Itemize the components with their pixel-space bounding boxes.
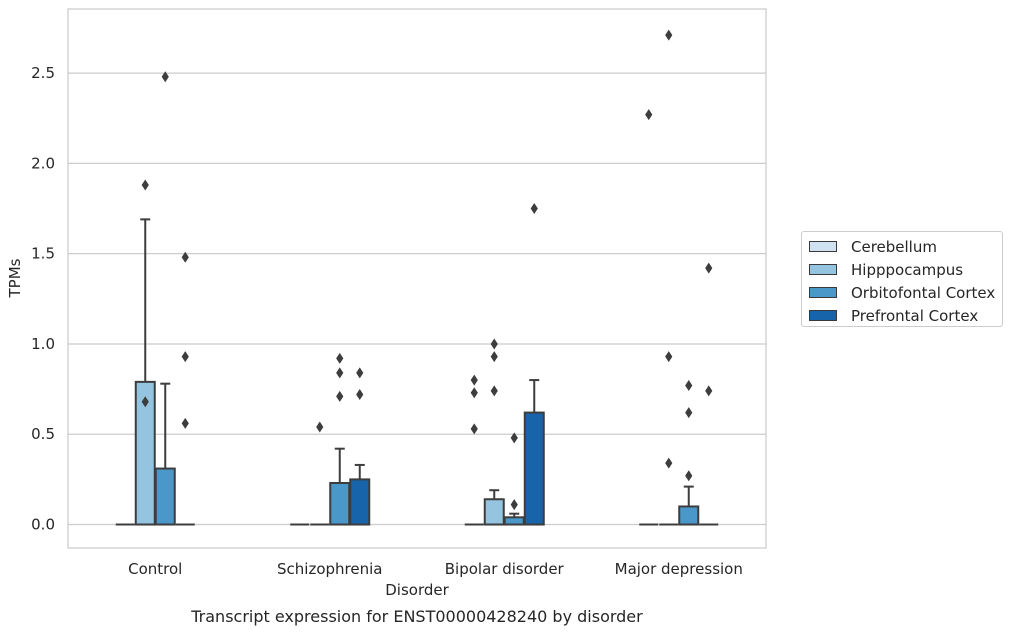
legend-item: Prefrontal Cortex [809, 304, 1002, 327]
x-tick-label: Bipolar disorder [445, 560, 565, 578]
x-tick-label: Major depression [615, 560, 743, 578]
legend-item: Orbitofontal Cortex [809, 281, 1002, 304]
outlier-point [685, 379, 693, 391]
outlier-point [665, 457, 673, 469]
legend-swatch [809, 264, 837, 275]
legend-item: Cerebellum [809, 235, 1002, 258]
y-axis-title: TPMs [6, 258, 24, 298]
y-tick-label: 0.5 [31, 425, 55, 443]
legend-label: Hipppocampus [851, 260, 964, 279]
outlier-point [470, 374, 478, 386]
outlier-point [490, 338, 498, 350]
outlier-point [645, 109, 653, 121]
y-tick-label: 2.5 [31, 64, 55, 82]
legend: Cerebellum Hipppocampus Orbitofontal Corte… [801, 231, 1003, 327]
legend-swatch [809, 310, 837, 321]
x-tick-label: Control [128, 560, 182, 578]
y-tick-labels: 0.0 0.5 1.0 1.5 2.0 2.5 [31, 64, 55, 533]
outlier-point [470, 423, 478, 435]
box-layer [115, 218, 719, 526]
x-tick-labels: Control Schizophrenia Bipolar disorder Majo… [128, 560, 743, 578]
box [678, 505, 700, 526]
outlier-point [510, 432, 518, 444]
box-group [503, 512, 525, 526]
box [329, 481, 351, 526]
outlier-point [181, 351, 189, 363]
outlier-point [181, 417, 189, 429]
box-group [329, 447, 351, 526]
outlier-point [336, 352, 344, 364]
outlier-point [530, 203, 538, 215]
legend-swatch [809, 241, 837, 252]
outlier-point [705, 262, 713, 274]
outlier-point [336, 367, 344, 379]
outlier-point [141, 396, 149, 408]
outlier-point [181, 251, 189, 263]
box-group [154, 382, 176, 526]
outlier-point [470, 387, 478, 399]
legend-label: Prefrontal Cortex [851, 306, 979, 325]
box [503, 516, 525, 526]
outlier-point [490, 351, 498, 363]
box-group [483, 489, 505, 526]
outlier-point [665, 351, 673, 363]
y-tick-label: 1.0 [31, 335, 55, 353]
box-group [523, 379, 545, 526]
outlier-layer [141, 29, 713, 511]
box [154, 467, 176, 526]
outlier-point [336, 390, 344, 402]
outlier-point [510, 499, 518, 511]
box [483, 498, 505, 526]
outlier-point [161, 71, 169, 83]
box [349, 478, 371, 526]
chart-caption: Transcript expression for ENST0000042824… [190, 607, 643, 626]
outlier-point [356, 367, 364, 379]
legend-label: Cerebellum [851, 237, 937, 256]
y-tick-label: 2.0 [31, 154, 55, 172]
x-tick-label: Schizophrenia [277, 560, 382, 578]
box [523, 411, 545, 526]
outlier-point [685, 407, 693, 419]
box-group [349, 463, 371, 526]
outlier-point [705, 385, 713, 397]
box-group [678, 485, 700, 526]
outlier-point [356, 389, 364, 401]
outlier-point [141, 179, 149, 191]
outlier-point [665, 29, 673, 41]
outlier-point [490, 385, 498, 397]
outlier-point [316, 421, 324, 433]
grid-lines [68, 72, 766, 526]
legend-swatch [809, 287, 837, 298]
legend-item: Hipppocampus [809, 258, 1002, 281]
box-group [134, 218, 156, 526]
outlier-point [685, 470, 693, 482]
legend-label: Orbitofontal Cortex [851, 283, 996, 302]
x-axis-title: Disorder [385, 581, 449, 599]
plot-frame [67, 8, 767, 549]
y-tick-label: 0.0 [31, 516, 55, 534]
y-tick-label: 1.5 [31, 245, 55, 263]
